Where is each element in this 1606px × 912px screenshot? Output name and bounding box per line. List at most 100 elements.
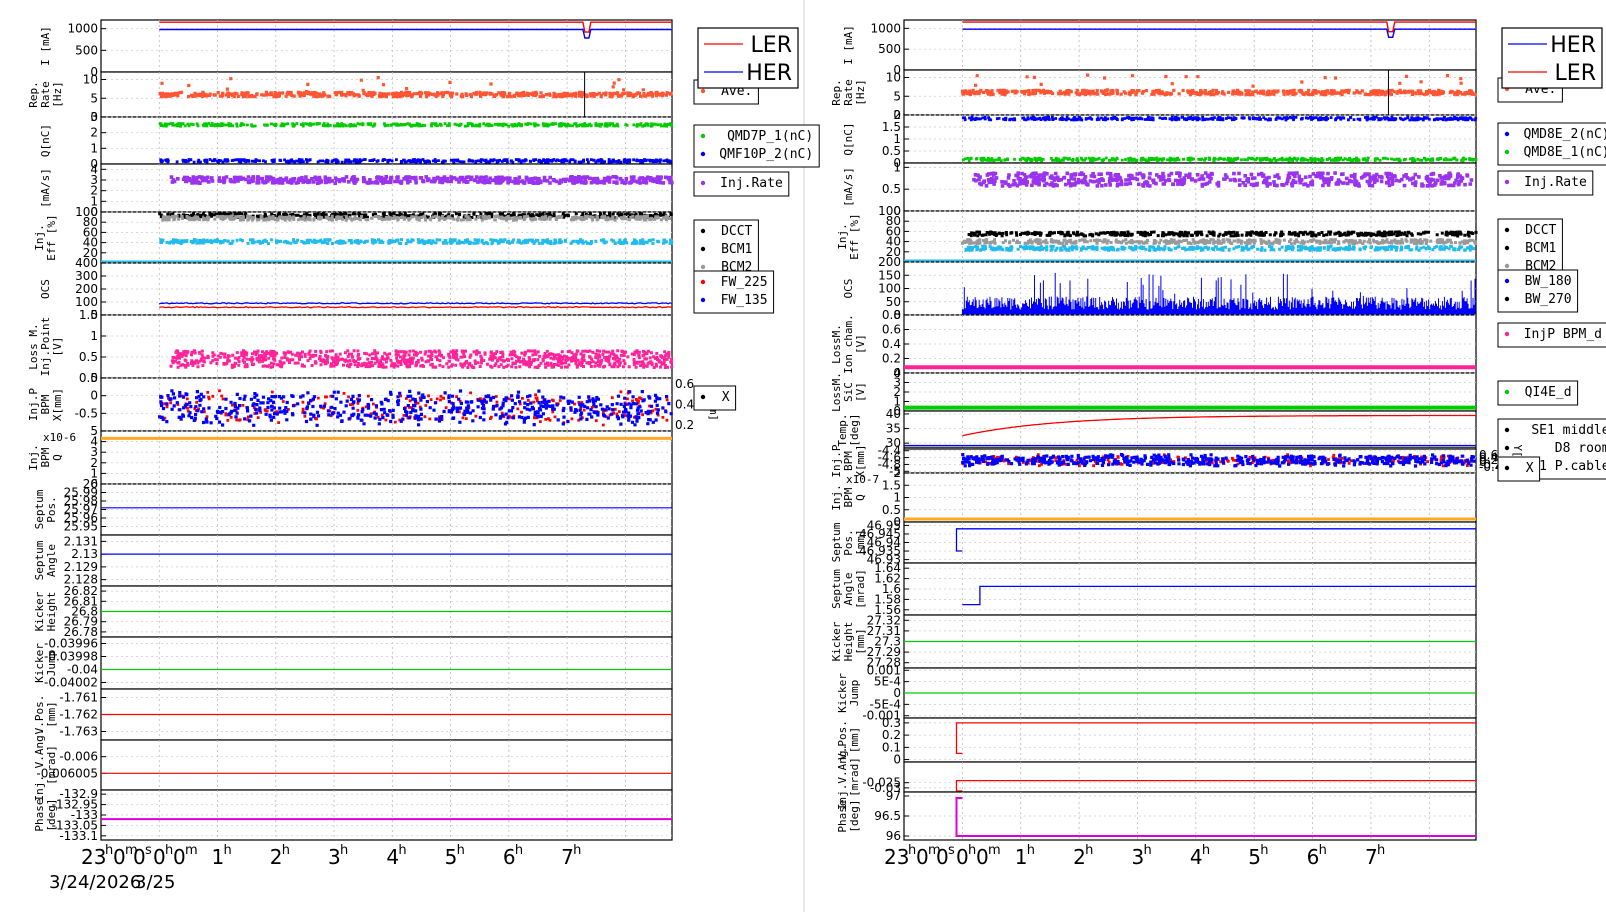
y-axis-label: Inj.P: [830, 444, 843, 477]
series-points-charge-0: [158, 122, 674, 128]
y-tick-label: 0: [893, 404, 901, 418]
x-tick-label-suffix: h: [282, 843, 290, 858]
y-axis-label: Phase: [836, 799, 849, 832]
legend-box: [1497, 170, 1594, 196]
series-points-bpm-blue: [961, 453, 1476, 468]
y-axis-label: OCS: [842, 279, 855, 299]
series-line-her: [962, 28, 1476, 38]
y-axis-label: I [mA]: [39, 26, 52, 66]
y-tick-label: 26: [83, 477, 98, 491]
y-axis-label: BPM: [842, 487, 855, 507]
y-tick-label: 2: [90, 126, 98, 140]
x-tick-label-suffix: m: [928, 843, 941, 858]
y-tick-label: 0: [90, 371, 98, 385]
x-tick-label-suffix: h: [1377, 843, 1385, 858]
y-axis-label: Jump: [848, 680, 861, 707]
y-tick-label: 0: [893, 308, 901, 322]
y-tick-label: -0.001: [862, 709, 901, 723]
y-axis-label: [deg]: [848, 413, 861, 446]
legend-entry: BCM1: [1525, 241, 1556, 256]
y-axis-label: BPM: [39, 394, 52, 414]
y-axis-label: Inj.: [27, 444, 40, 471]
x-tick-label-hour: 1: [1015, 845, 1028, 869]
subplot-right-3: 1 0.5 0 [mA/s] Inj.Rate: [842, 160, 1594, 218]
y-axis-label: [mrad]: [45, 745, 58, 785]
series-points-rep-rate: [960, 73, 1477, 97]
legend-main-entry: HER: [1550, 33, 1596, 58]
y-axis-label: [mm]: [854, 628, 867, 655]
y-tick-label: 26.81: [64, 594, 98, 608]
subplot-left-2: 3 21 0 Q[nC] QMD7P_1(nC) QMF10P_2(nC): [39, 110, 820, 171]
y-tick-label: 2.13: [71, 547, 98, 561]
y-tick-label: -133.1: [59, 829, 98, 843]
right-tick-label: 0.4: [675, 398, 694, 412]
y-axis-label: LossM.: [830, 324, 843, 364]
y-tick-label: 80: [886, 214, 901, 228]
y-axis-label: LossM.: [830, 372, 843, 412]
y-axis-label: I [mA]: [842, 25, 855, 65]
y-tick-label: 1.5: [882, 478, 901, 492]
panel-divider: [803, 0, 805, 912]
y-axis-label: Jump: [45, 650, 58, 677]
legend-right-6: InjP BPM_d: [1497, 322, 1606, 348]
y-tick-label: 2: [893, 466, 901, 480]
y-tick-label: 60: [83, 225, 98, 239]
y-axis-label: Inj.Point: [39, 317, 52, 377]
y-tick-label: 2: [893, 108, 901, 122]
y-axis-label: BPM: [39, 447, 52, 467]
y-tick-label: 300: [75, 269, 98, 283]
legend-main-box: [1501, 27, 1603, 89]
y-tick-label: 0: [893, 204, 901, 218]
x-tick-label-part: 0: [153, 845, 166, 869]
y-tick-label: 0: [893, 753, 901, 767]
legend-entry: InjP BPM_d: [1524, 327, 1602, 342]
legend-marker: [700, 133, 706, 139]
y-tick-label: 0.3: [882, 716, 901, 730]
series-points-eff-0: [964, 244, 1475, 252]
x-tick-label-suffix: h: [573, 843, 581, 858]
legend-marker: [1504, 389, 1510, 395]
y-axis-label: V.Pos.: [33, 695, 46, 735]
y-tick-label: 2.131: [64, 534, 98, 548]
legend-left-2: QMD7P_1(nC) QMF10P_2(nC): [693, 124, 820, 168]
y-tick-label: 1.5: [79, 308, 98, 322]
legend-marker: [1504, 331, 1510, 337]
series-points-charge-0: [961, 115, 1478, 122]
y-axis-label: [deg]: [45, 798, 58, 831]
x-tick-label-hour: 4: [1190, 845, 1203, 869]
x-tick-label-part: 0: [976, 845, 989, 869]
x-tick-label-hour: 5: [445, 845, 458, 869]
subplot-frame: [903, 761, 1477, 793]
x-tick-label-part: 0: [113, 845, 126, 869]
legend-main-entry: HER: [746, 61, 792, 86]
y-tick-label: 0.2: [882, 352, 901, 366]
y-axis-label: Septum: [33, 489, 46, 529]
y-axis-label: [mm]: [848, 727, 861, 754]
y-tick-label: 0.5: [882, 182, 901, 196]
x-date-label: 3/25: [135, 872, 175, 893]
y-tick-label: -0.006: [59, 750, 98, 764]
y-tick-label: 26.8: [71, 605, 98, 619]
y-tick-label: 46.945: [859, 527, 901, 541]
series-points-bpm-red: [159, 389, 669, 427]
y-tick-label: 3: [90, 173, 98, 187]
legend-marker: [700, 228, 706, 234]
legend-box: [1497, 322, 1606, 348]
y-axis-label: Inj.P: [27, 388, 40, 421]
x-tick-label-suffix: h: [224, 843, 232, 858]
right-tick-label: 0.6: [675, 377, 694, 391]
legend-entry: X: [722, 390, 730, 405]
y-tick-label: 5: [893, 89, 901, 103]
x-tick-label-suffix: h: [457, 843, 465, 858]
legend-right-7: QI4E_d: [1497, 380, 1579, 406]
y-tick-label: 0: [90, 389, 98, 403]
x-tick-label-hour: 6: [1307, 845, 1320, 869]
legend-left-3: Inj.Rate: [693, 171, 790, 197]
